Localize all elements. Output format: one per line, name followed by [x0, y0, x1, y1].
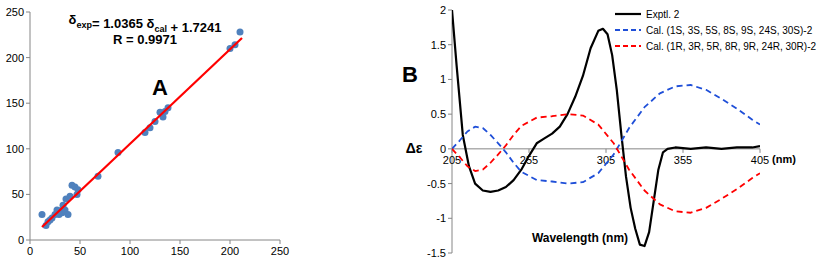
x-tick — [280, 240, 281, 244]
y-tick — [448, 218, 452, 219]
series-line — [452, 114, 760, 213]
y-tick — [26, 194, 30, 195]
y-tick — [26, 12, 30, 13]
x-tick-label: 205 — [443, 154, 461, 166]
y-tick-label: 250 — [6, 6, 24, 18]
y-tick-label: 50 — [12, 188, 24, 200]
plot-area — [39, 29, 244, 229]
y-tick-label: -1 — [436, 212, 446, 224]
y-tick — [448, 183, 452, 184]
scatter-point — [39, 211, 46, 218]
x-tick — [683, 149, 684, 153]
scatter-point — [65, 211, 72, 218]
y-tick-label: 0 — [440, 143, 446, 155]
x-tick-label: 50 — [74, 245, 86, 257]
y-axis-line — [30, 12, 31, 240]
text-part: δ — [147, 16, 155, 31]
y-tick-label: 200 — [6, 52, 24, 64]
x-tick-label: 405 — [751, 154, 769, 166]
legend-label: Cal. (1R, 3R, 5R, 8R, 9R, 24R, 30R)-2 — [646, 41, 816, 52]
x-axis-label: Wavelength (nm) — [532, 231, 628, 245]
page: {"chart_data": [ {"type": "scatter", "ti… — [0, 0, 827, 268]
annotation: (nm) — [772, 153, 796, 165]
x-tick-label: 355 — [674, 154, 692, 166]
chart-panel: 050100150200250050100150200250Aδexp= 1.0… — [6, 6, 290, 257]
legend-swatch — [615, 13, 641, 15]
text-part: (nm) — [772, 153, 796, 165]
x-tick-label: 200 — [221, 245, 239, 257]
x-tick — [80, 240, 81, 244]
y-tick — [26, 103, 30, 104]
y-tick-label: -1.5 — [427, 247, 446, 259]
y-tick — [26, 57, 30, 58]
legend-label: Exptl. 2 — [646, 9, 680, 20]
x-tick-label: 150 — [171, 245, 189, 257]
y-tick-label: 2 — [440, 4, 446, 16]
y-tick — [448, 79, 452, 80]
y-tick — [448, 114, 452, 115]
panel-title: A — [152, 75, 168, 100]
y-tick-label: 0 — [18, 234, 24, 246]
legend-swatch — [615, 45, 641, 47]
y-axis-line — [452, 10, 453, 253]
y-tick-label: 1 — [440, 73, 446, 85]
text-subscript: exp — [76, 20, 92, 30]
y-tick — [448, 10, 452, 11]
x-axis-line — [30, 240, 280, 241]
scatter-point — [237, 29, 244, 36]
text-part: δ — [69, 12, 77, 27]
chart-canvas: 050100150200250050100150200250Aδexp= 1.0… — [0, 0, 827, 268]
y-tick-label: -0.5 — [427, 178, 446, 190]
x-tick — [529, 149, 530, 153]
chart-panel: 205255305355405-1.5-1-0.500.511.52B(nm)W… — [402, 4, 816, 259]
series-line — [42, 38, 242, 227]
x-tick — [230, 240, 231, 244]
y-tick-label: 150 — [6, 97, 24, 109]
x-tick — [180, 240, 181, 244]
x-tick — [606, 149, 607, 153]
y-tick-label: 1.5 — [431, 39, 446, 51]
x-tick — [30, 240, 31, 244]
y-axis-label: Δε — [406, 140, 423, 156]
legend-swatch — [615, 29, 641, 31]
y-tick-label: 100 — [6, 143, 24, 155]
y-tick — [26, 240, 30, 241]
x-tick — [760, 149, 761, 153]
y-tick-label: 0.5 — [431, 108, 446, 120]
y-tick — [448, 148, 452, 149]
y-tick — [26, 148, 30, 149]
y-tick — [448, 253, 452, 254]
x-tick-label: 250 — [271, 245, 289, 257]
legend: Exptl. 2 Cal. (1S, 3S, 5S, 8S, 9S, 24S, 3… — [615, 9, 816, 52]
legend-label: Cal. (1S, 3S, 5S, 8S, 9S, 24S, 30S)-2 — [646, 25, 813, 36]
x-tick-label: 100 — [121, 245, 139, 257]
x-tick — [130, 240, 131, 244]
annotation: R = 0.9971 — [113, 32, 177, 47]
text-part: = 1.0365 — [92, 16, 147, 31]
x-tick-label: 0 — [27, 245, 33, 257]
panel-title: B — [402, 62, 418, 87]
y-tick — [448, 44, 452, 45]
text-part: R = 0.9971 — [113, 32, 177, 47]
